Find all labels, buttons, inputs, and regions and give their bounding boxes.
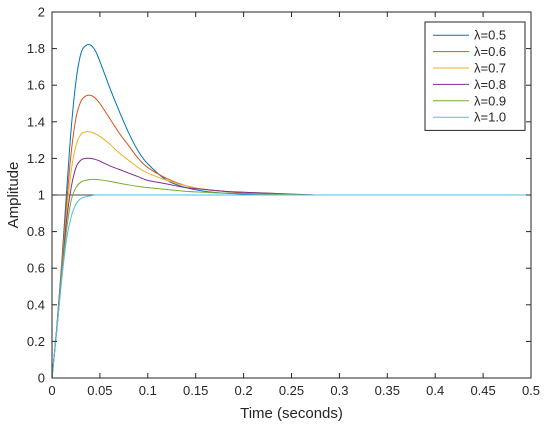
y-tick-label: 1.6 <box>27 78 45 93</box>
x-tick-label: 0.1 <box>139 383 157 398</box>
legend: λ=0.5λ=0.6 λ=0.7λ=0.8λ=0.9 λ=1.0 <box>424 21 526 131</box>
y-tick-label: 1.2 <box>27 151 45 166</box>
x-tick-label: 0.2 <box>235 383 253 398</box>
y-tick-label: 2 <box>38 5 45 20</box>
y-tick-label: 0.2 <box>27 334 45 349</box>
x-tick-label: 0.3 <box>330 383 348 398</box>
legend-label-2: λ=0.6 <box>474 44 506 59</box>
legend-label-4: λ=0.8 <box>474 77 506 92</box>
y-axis-label: Amplitude <box>5 162 22 229</box>
y-tick-label: 1.4 <box>27 114 45 129</box>
legend-label-1: λ=0.5 <box>474 28 506 43</box>
y-tick-label: 0.8 <box>27 224 45 239</box>
y-axis-ticks: 0 0.2 0.4 0.6 0.8 1 1.2 1.4 1.6 1.8 2 <box>27 5 531 386</box>
x-tick-label: 0.35 <box>375 383 400 398</box>
y-tick-label: 1 <box>38 188 45 203</box>
legend-label-5: λ=0.9 <box>474 93 506 108</box>
legend-box <box>424 21 526 131</box>
legend-label-6: λ=1.0 <box>474 110 506 125</box>
x-tick-label: 0 <box>48 383 55 398</box>
y-tick-label: 0.6 <box>27 261 45 276</box>
legend-label-3: λ=0.7 <box>474 61 506 76</box>
x-tick-label: 0.45 <box>470 383 495 398</box>
x-axis-ticks: 0 0.05 0.1 0.15 0.2 0.25 0.3 0.35 0.4 0.45 0.5 <box>48 12 540 398</box>
y-tick-label: 1.8 <box>27 41 45 56</box>
x-tick-label: 0.05 <box>87 383 112 398</box>
x-tick-label: 0.25 <box>279 383 304 398</box>
x-tick-label: 0.4 <box>426 383 444 398</box>
y-tick-label: 0.4 <box>27 297 45 312</box>
x-tick-label: 0.15 <box>183 383 208 398</box>
y-tick-label: 0 <box>38 371 45 386</box>
x-axis-label: Time (seconds) <box>240 405 343 422</box>
series-line-6 <box>51 194 531 379</box>
series-layer <box>51 43 531 379</box>
x-tick-label: 0.5 <box>522 383 540 398</box>
